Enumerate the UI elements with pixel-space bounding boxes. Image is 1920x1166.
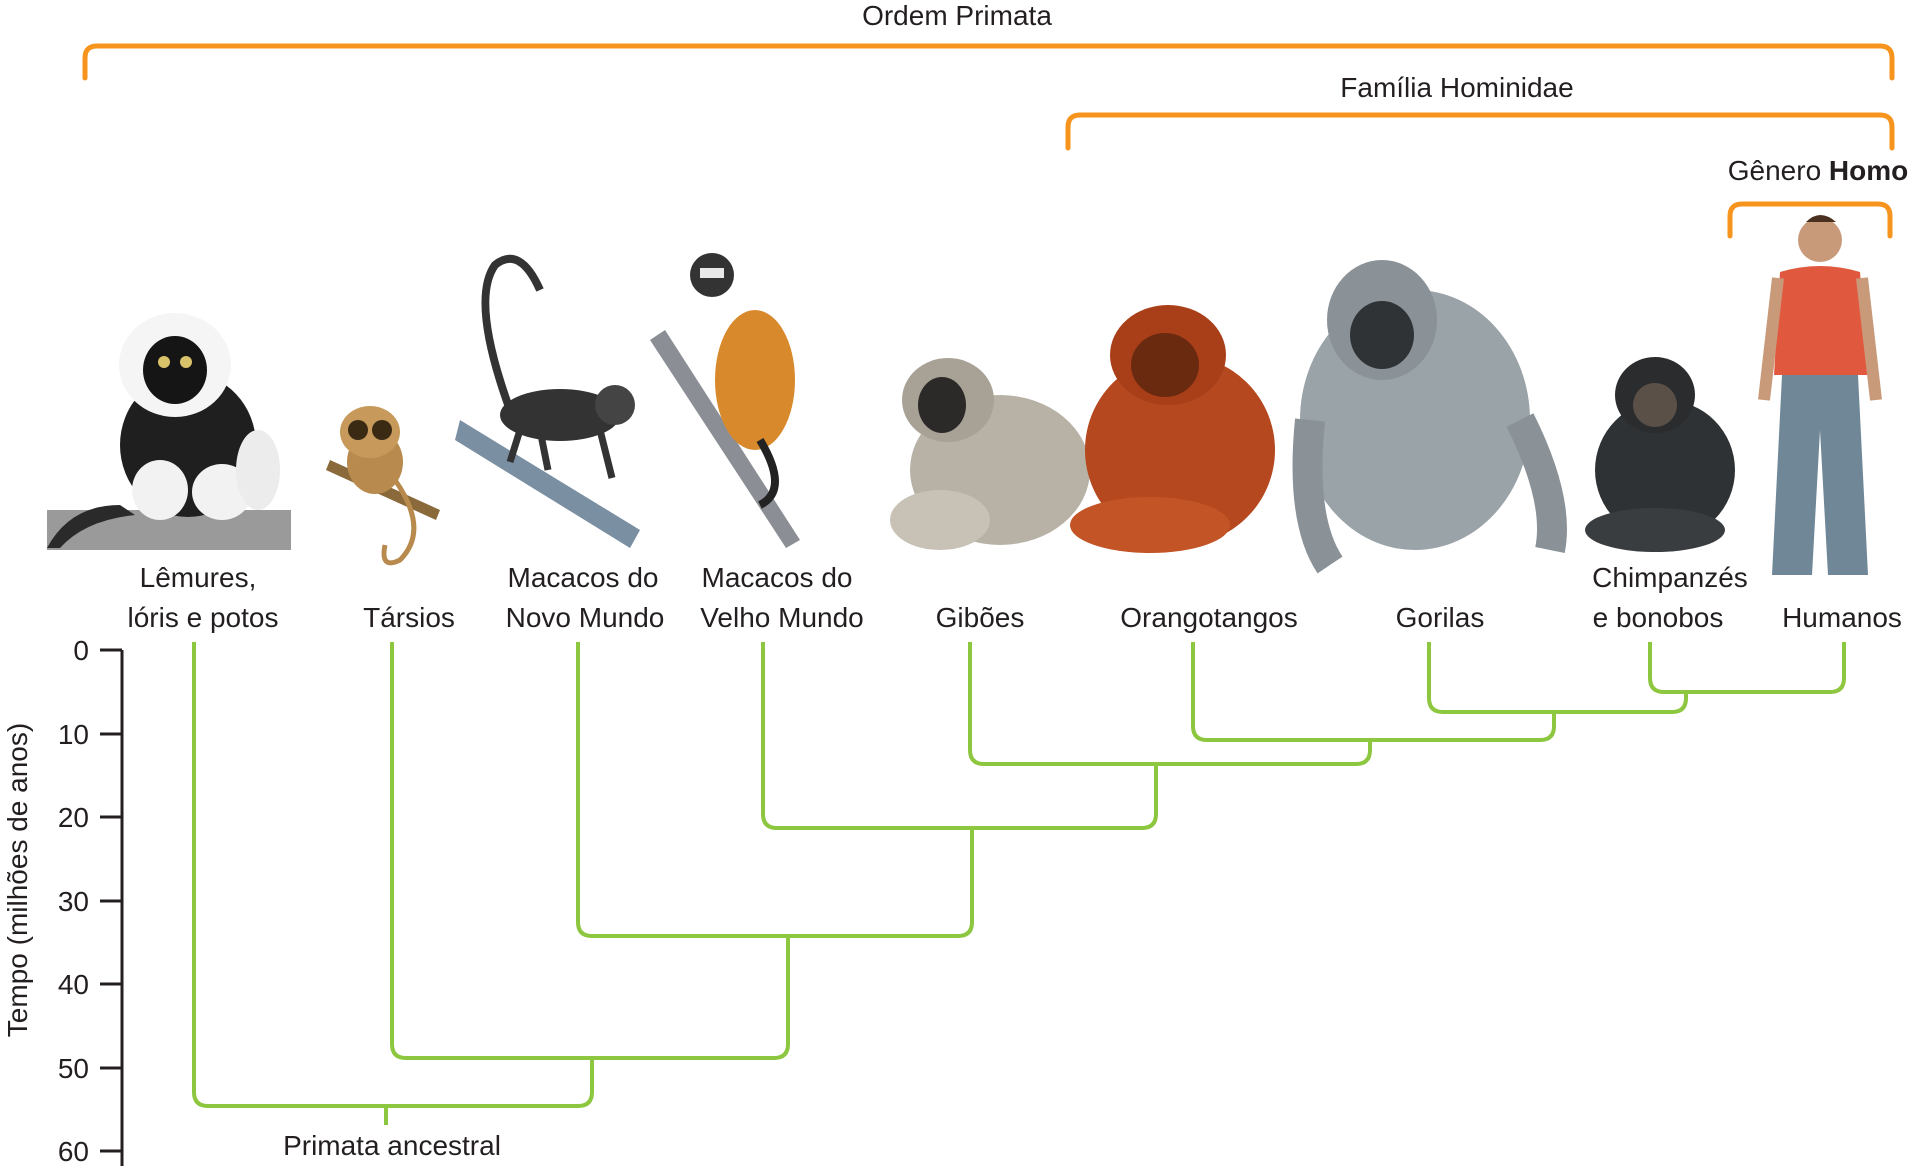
taxon-label-orangutans: Orangotangos bbox=[1120, 602, 1297, 633]
taxon-label-chimps-2: e bonobos bbox=[1593, 602, 1724, 633]
taxon-label-tarsiers: Társios bbox=[363, 602, 455, 633]
axis-ticks bbox=[100, 648, 122, 1153]
branch-old-world bbox=[761, 642, 1158, 830]
genus-name: Homo bbox=[1829, 155, 1908, 186]
tick-label-30: 30 bbox=[58, 886, 89, 917]
family-bracket bbox=[1065, 112, 1895, 151]
taxon-label-chimps-1: Chimpanzés bbox=[1592, 562, 1748, 593]
branch-lemurs bbox=[192, 642, 594, 1108]
axis-title: Tempo (milhões de anos) bbox=[2, 723, 33, 1037]
old-world-monkey-icon bbox=[650, 253, 800, 548]
taxon-label-new-world-2: Novo Mundo bbox=[506, 602, 665, 633]
phylogenetic-tree bbox=[192, 642, 1846, 1125]
branch-new-world bbox=[576, 642, 974, 938]
tick-label-10: 10 bbox=[58, 719, 89, 750]
human-icon bbox=[1758, 215, 1882, 575]
tick-label-40: 40 bbox=[58, 969, 89, 1000]
taxon-label-old-world-2: Velho Mundo bbox=[700, 602, 863, 633]
branch-chimps-humans bbox=[1648, 642, 1846, 694]
order-label: Ordem Primata bbox=[862, 0, 1052, 31]
taxon-label-lemurs-2: lóris e potos bbox=[128, 602, 279, 633]
taxon-label-humans: Humanos bbox=[1782, 602, 1902, 633]
taxon-label-gorillas: Gorilas bbox=[1396, 602, 1485, 633]
lemur-icon bbox=[47, 313, 291, 550]
gibbon-icon bbox=[890, 358, 1090, 550]
root-label: Primata ancestral bbox=[283, 1130, 501, 1161]
order-bracket bbox=[82, 43, 1895, 81]
taxon-label-lemurs-1: Lêmures, bbox=[140, 562, 257, 593]
tarsier-icon bbox=[326, 406, 440, 566]
taxon-label-gibbons: Gibões bbox=[936, 602, 1025, 633]
branch-gibbons bbox=[968, 642, 1372, 766]
orangutan-icon bbox=[1070, 305, 1275, 553]
new-world-monkey-icon bbox=[455, 254, 640, 548]
tick-label-60: 60 bbox=[58, 1136, 89, 1166]
taxon-label-new-world-1: Macacos do bbox=[508, 562, 659, 593]
branch-gorillas bbox=[1427, 642, 1688, 714]
genus-bracket bbox=[1727, 201, 1893, 239]
genus-label: Gênero Homo bbox=[1728, 155, 1909, 186]
gorilla-icon bbox=[1292, 260, 1567, 574]
branch-orangutans bbox=[1191, 642, 1556, 742]
family-label: Família Hominidae bbox=[1340, 72, 1573, 103]
tick-label-20: 20 bbox=[58, 802, 89, 833]
tick-label-50: 50 bbox=[58, 1053, 89, 1084]
tick-label-0: 0 bbox=[73, 635, 89, 666]
branch-tarsiers bbox=[390, 642, 790, 1060]
chimpanzee-icon bbox=[1585, 357, 1735, 552]
taxon-label-old-world-1: Macacos do bbox=[702, 562, 853, 593]
